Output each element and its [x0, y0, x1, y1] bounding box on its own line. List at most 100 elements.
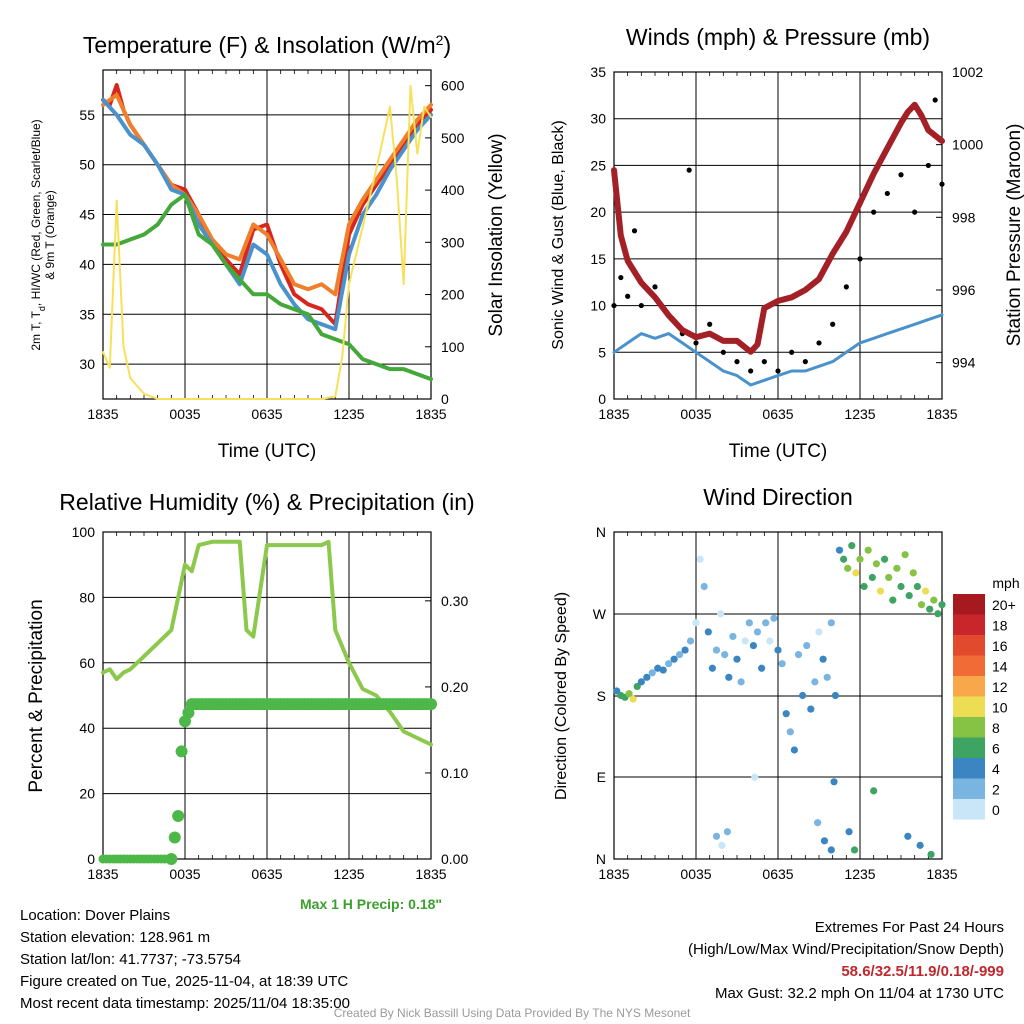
y-tick-label: 15: [590, 251, 606, 267]
direction-point: [659, 666, 667, 674]
recent-text: Most recent data timestamp: 2025/11/04 1…: [20, 995, 350, 1012]
x-tick-label: 1835: [926, 406, 957, 422]
created-text: Figure created on Tue, 2025-11-04, at 18…: [20, 973, 349, 990]
direction-point: [807, 705, 815, 713]
y2-tick-label: 0.00: [441, 851, 468, 867]
winds-title: Winds (mph) & Pressure (mb): [626, 24, 930, 50]
panel-humidity: 1835 0035 0635 1235 18350204060801000.000.10…: [26, 489, 475, 882]
direction-point: [844, 564, 852, 572]
legend-swatch: [953, 799, 985, 820]
legend-swatch: [953, 614, 985, 635]
legend-swatch: [953, 655, 985, 676]
legend-swatch: [953, 696, 985, 717]
legend-label: 14: [992, 659, 1008, 675]
gust-point: [693, 340, 699, 346]
gust-point: [830, 321, 836, 327]
direction-point: [881, 555, 889, 563]
y2-tick-label: 0.10: [441, 765, 468, 781]
gust-point: [843, 284, 849, 290]
y-tick-label: N: [596, 851, 606, 867]
speed-legend: mph 20+ 18 16 14 12 10 8 6 4 2 0: [953, 575, 1020, 820]
direction-point: [708, 664, 717, 672]
y2-tick-label: 300: [441, 234, 465, 250]
legend-label: 18: [992, 618, 1008, 634]
x-tick-label: 0635: [762, 866, 793, 882]
direction-point: [654, 664, 662, 672]
y-tick-label: 55: [79, 107, 95, 123]
x-tick-label: 0035: [680, 406, 711, 422]
panel-temperature: 1835 0035 0635 1235 1835 30 35 40 45 50 55 0 100 200 3…: [29, 32, 507, 462]
y2-tick-label: 994: [952, 355, 976, 371]
direction-point: [860, 582, 868, 591]
x-tick-label: 1835: [598, 406, 629, 422]
direction-point: [681, 646, 689, 654]
direction-point: [909, 569, 917, 577]
series-sonic-wind: [612, 313, 944, 387]
direction-point: [737, 678, 745, 686]
direction-point: [815, 628, 823, 636]
y-tick-label: 30: [79, 356, 95, 372]
gust-point: [925, 162, 931, 169]
legend-swatch: [953, 594, 985, 615]
direction-ylabel: Direction (Colored By Speed): [553, 592, 570, 800]
precip-marker: [175, 745, 188, 758]
gust-point: [871, 209, 877, 215]
direction-point: [889, 596, 897, 604]
direction-point: [721, 651, 729, 659]
series-hi-wc: [101, 97, 433, 332]
x-tick-label: 1235: [844, 866, 875, 882]
gust-point: [686, 167, 692, 173]
direction-point: [625, 690, 633, 698]
temp-ylabel-line2: & 9m T (Orange): [43, 190, 57, 280]
legend-label: 2: [992, 782, 1000, 798]
direction-point: [927, 850, 935, 859]
direction-point: [643, 673, 651, 681]
direction-point: [922, 587, 930, 595]
extremes-title: Extremes For Past 24 Hours: [814, 919, 1004, 936]
direction-point: [916, 841, 924, 849]
legend-label: 8: [992, 720, 1000, 736]
y-tick-label: 30: [590, 111, 606, 127]
direction-point: [926, 605, 934, 613]
direction-point: [729, 632, 737, 641]
y-tick-label: 25: [590, 157, 606, 173]
gust-point: [625, 293, 631, 299]
direction-point: [725, 673, 733, 681]
gust-point: [932, 97, 938, 103]
winds-xlabel: Time (UTC): [729, 441, 828, 462]
x-tick-label: 0635: [251, 866, 282, 882]
direction-point: [774, 646, 782, 654]
gust-point: [939, 181, 945, 187]
direction-point: [723, 828, 732, 836]
gust-point: [761, 359, 767, 365]
direction-point: [629, 695, 637, 703]
direction-point: [930, 596, 938, 604]
legend-label: 10: [992, 700, 1008, 716]
precip-marker: [425, 698, 437, 711]
gust-point: [652, 284, 658, 290]
direction-point: [864, 546, 872, 554]
direction-point: [823, 673, 831, 681]
direction-point: [848, 542, 856, 550]
temp-y2label: Solar Insolation (Yellow): [486, 133, 507, 336]
humidity-title: Relative Humidity (%) & Precipitation (i…: [59, 489, 474, 515]
direction-point: [904, 832, 912, 840]
x-tick-label: 1835: [926, 866, 957, 882]
gust-point: [707, 321, 713, 327]
direction-point: [712, 646, 721, 654]
direction-point: [648, 669, 656, 677]
direction-point: [845, 828, 853, 836]
direction-point: [799, 691, 807, 700]
gust-point: [912, 209, 918, 215]
y2-tick-label: 996: [952, 282, 976, 298]
direction-point: [770, 614, 778, 622]
x-tick-label: 0035: [169, 406, 200, 422]
x-tick-label: 0635: [762, 406, 793, 422]
direction-point: [670, 655, 678, 663]
legend-label: 6: [992, 741, 1000, 757]
direction-point: [762, 619, 770, 627]
direction-point: [820, 837, 829, 845]
legend-swatch: [953, 635, 985, 656]
x-tick-label: 1835: [87, 866, 118, 882]
